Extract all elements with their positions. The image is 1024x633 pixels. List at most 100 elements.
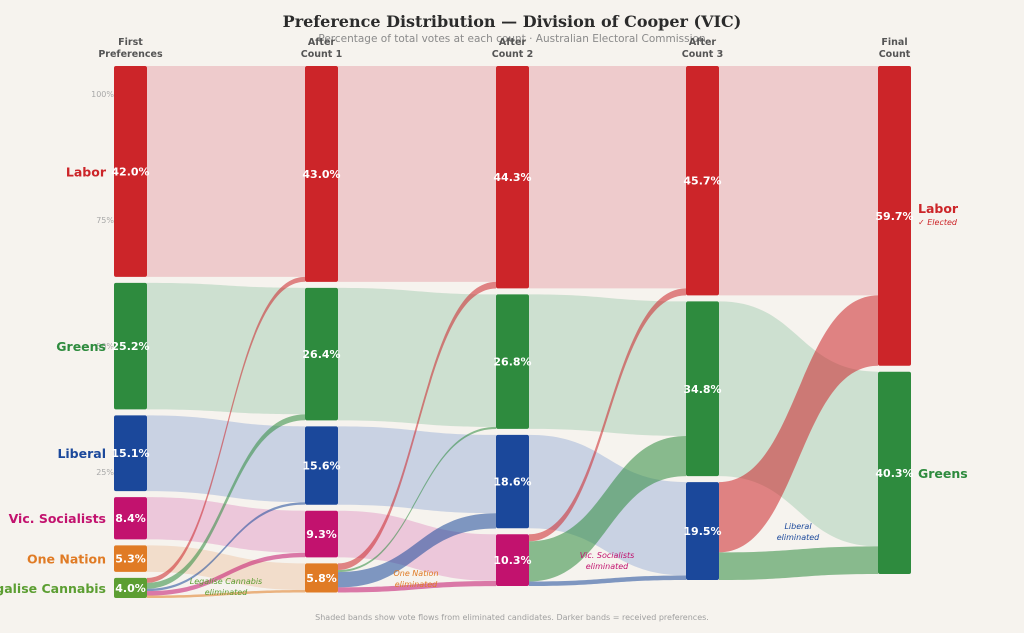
flow-vic-socialists-stage-1 — [147, 497, 305, 553]
chart-footnote: Shaded bands show vote flows from elimin… — [315, 613, 709, 622]
value-label-labor-stage-3: 44.3% — [493, 171, 531, 184]
flow-one-nation-to-labor — [338, 281, 496, 571]
bar-legalise-cannabis-stage-1 — [114, 577, 147, 598]
bar-vic-socialists-stage-3 — [496, 534, 529, 586]
flow-one-nation-to-vic-socialists — [338, 580, 496, 593]
flow-greens-stage-2 — [338, 287, 496, 427]
flow-bands — [147, 66, 878, 598]
party-label-legalise-cannabis: Legalise Cannabis — [0, 581, 106, 596]
value-label-greens-stage-2: 26.4% — [302, 348, 340, 361]
stage-label-1-line2: Preferences — [98, 49, 163, 60]
elimination-annotation-4-line1: Liberal — [784, 522, 812, 531]
flow-one-nation-to-liberal — [338, 513, 496, 588]
flow-vic-socialists-to-greens — [529, 435, 686, 582]
value-label-greens-stage-3: 26.8% — [493, 356, 531, 369]
flow-liberal-to-greens — [719, 546, 878, 580]
bar-labor-stage-3 — [496, 66, 529, 289]
bar-greens-stage-2 — [305, 287, 338, 421]
elimination-annotation-1-line1: Legalise Cannabis — [190, 577, 262, 586]
value-label-labor-stage-5: 59.7% — [875, 210, 913, 223]
bar-labor-stage-2 — [305, 66, 338, 282]
elimination-annotation-2-line2: eliminated — [395, 580, 438, 589]
value-label-one-nation-stage-2: 5.8% — [306, 572, 337, 585]
bar-labor-stage-4 — [686, 66, 719, 296]
value-label-greens-stage-1: 25.2% — [111, 340, 149, 353]
value-label-vic-socialists-stage-3: 10.3% — [493, 554, 531, 567]
stage-label-2-line1: After — [308, 37, 335, 48]
flow-vic-socialists-to-labor — [529, 288, 686, 542]
bar-one-nation-stage-1 — [114, 545, 147, 572]
bar-greens-stage-1 — [114, 282, 147, 410]
value-label-labor-stage-2: 43.0% — [302, 168, 340, 181]
elimination-annotation-3-line1: Vic. Socialists — [580, 551, 635, 560]
flow-legalise-cannabis-to-vic-socialists — [147, 552, 305, 596]
final-party-label-greens: Greens — [918, 466, 968, 481]
flow-legalise-cannabis-to-one-nation — [147, 589, 305, 598]
elimination-annotation-3-line2: eliminated — [586, 562, 629, 571]
stage-label-5-line1: Final — [881, 37, 907, 48]
value-label-liberal-stage-1: 15.1% — [111, 447, 149, 460]
bar-greens-stage-4 — [686, 301, 719, 477]
stage-bars — [114, 66, 911, 598]
bar-liberal-stage-2 — [305, 426, 338, 505]
text-layer: Preference Distribution — Division of Co… — [0, 12, 968, 622]
value-label-liberal-stage-3: 18.6% — [493, 476, 531, 489]
stage-label-2-line2: Count 1 — [301, 49, 342, 60]
bar-labor-stage-5 — [878, 66, 911, 366]
flow-greens-stage-3 — [529, 294, 686, 436]
bar-liberal-stage-1 — [114, 415, 147, 492]
elected-label: ✓ Elected — [918, 218, 958, 227]
bar-one-nation-stage-2 — [305, 563, 338, 593]
y-tick-label: 100% — [91, 90, 114, 99]
y-tick-label: 75% — [96, 216, 114, 225]
y-tick-label: 25% — [96, 468, 114, 477]
flow-labor-stage-3 — [529, 66, 686, 289]
bar-greens-stage-3 — [496, 294, 529, 429]
bar-vic-socialists-stage-1 — [114, 497, 147, 540]
flow-labor-stage-4 — [719, 66, 878, 296]
flow-greens-stage-1 — [147, 282, 305, 415]
value-label-vic-socialists-stage-2: 9.3% — [306, 528, 337, 541]
stage-label-5-line2: Count — [879, 49, 911, 60]
flow-legalise-cannabis-to-liberal — [147, 502, 305, 592]
flow-one-nation-to-greens — [338, 426, 496, 573]
value-label-greens-stage-5: 40.3% — [875, 467, 913, 480]
value-label-liberal-stage-2: 15.6% — [302, 460, 340, 473]
y-axis-ticks: 100% 75% 50% 25% — [91, 90, 114, 477]
flow-liberal-to-labor — [719, 295, 878, 553]
flow-labor-stage-2 — [338, 66, 496, 282]
flow-liberal-stage-2 — [338, 426, 496, 514]
bar-labor-stage-1 — [114, 66, 147, 277]
elimination-annotation-2-line1: One Nation — [393, 569, 438, 578]
party-label-labor: Labor — [66, 164, 107, 179]
party-label-liberal: Liberal — [57, 446, 106, 461]
y-tick-label: 50% — [96, 342, 114, 351]
stage-label-3-line1: After — [499, 37, 526, 48]
value-label-labor-stage-4: 45.7% — [683, 175, 721, 188]
party-label-one-nation: One Nation — [27, 552, 106, 567]
flow-legalise-cannabis-to-greens — [147, 414, 305, 589]
bar-greens-stage-5 — [878, 371, 911, 574]
chart-subtitle: Percentage of total votes at each count … — [318, 33, 705, 45]
party-label-vic-socialists: Vic. Socialists — [9, 511, 106, 526]
value-label-one-nation-stage-1: 5.3% — [115, 553, 146, 566]
flow-one-nation-stage-1 — [147, 545, 305, 590]
value-label-legalise-cannabis-stage-1: 4.0% — [115, 582, 146, 595]
bar-liberal-stage-3 — [496, 434, 529, 529]
flow-labor-stage-1 — [147, 66, 305, 277]
stage-label-3-line2: Count 2 — [492, 49, 533, 60]
bar-vic-socialists-stage-2 — [305, 510, 338, 558]
elimination-annotation-4-line2: eliminated — [777, 533, 820, 542]
flow-vic-socialists-to-liberal — [529, 575, 686, 586]
value-label-vic-socialists-stage-1: 8.4% — [115, 512, 146, 525]
value-label-liberal-stage-4: 19.5% — [683, 525, 721, 538]
value-label-greens-stage-4: 34.8% — [683, 383, 721, 396]
bar-liberal-stage-4 — [686, 482, 719, 580]
party-label-greens: Greens — [56, 339, 106, 354]
elimination-annotation-1-line2: eliminated — [205, 588, 248, 597]
final-party-label-labor: Labor — [918, 201, 959, 216]
stage-label-4-line2: Count 3 — [682, 49, 723, 60]
stage-label-1-line1: First — [118, 37, 143, 48]
stage-label-4-line1: After — [689, 37, 716, 48]
